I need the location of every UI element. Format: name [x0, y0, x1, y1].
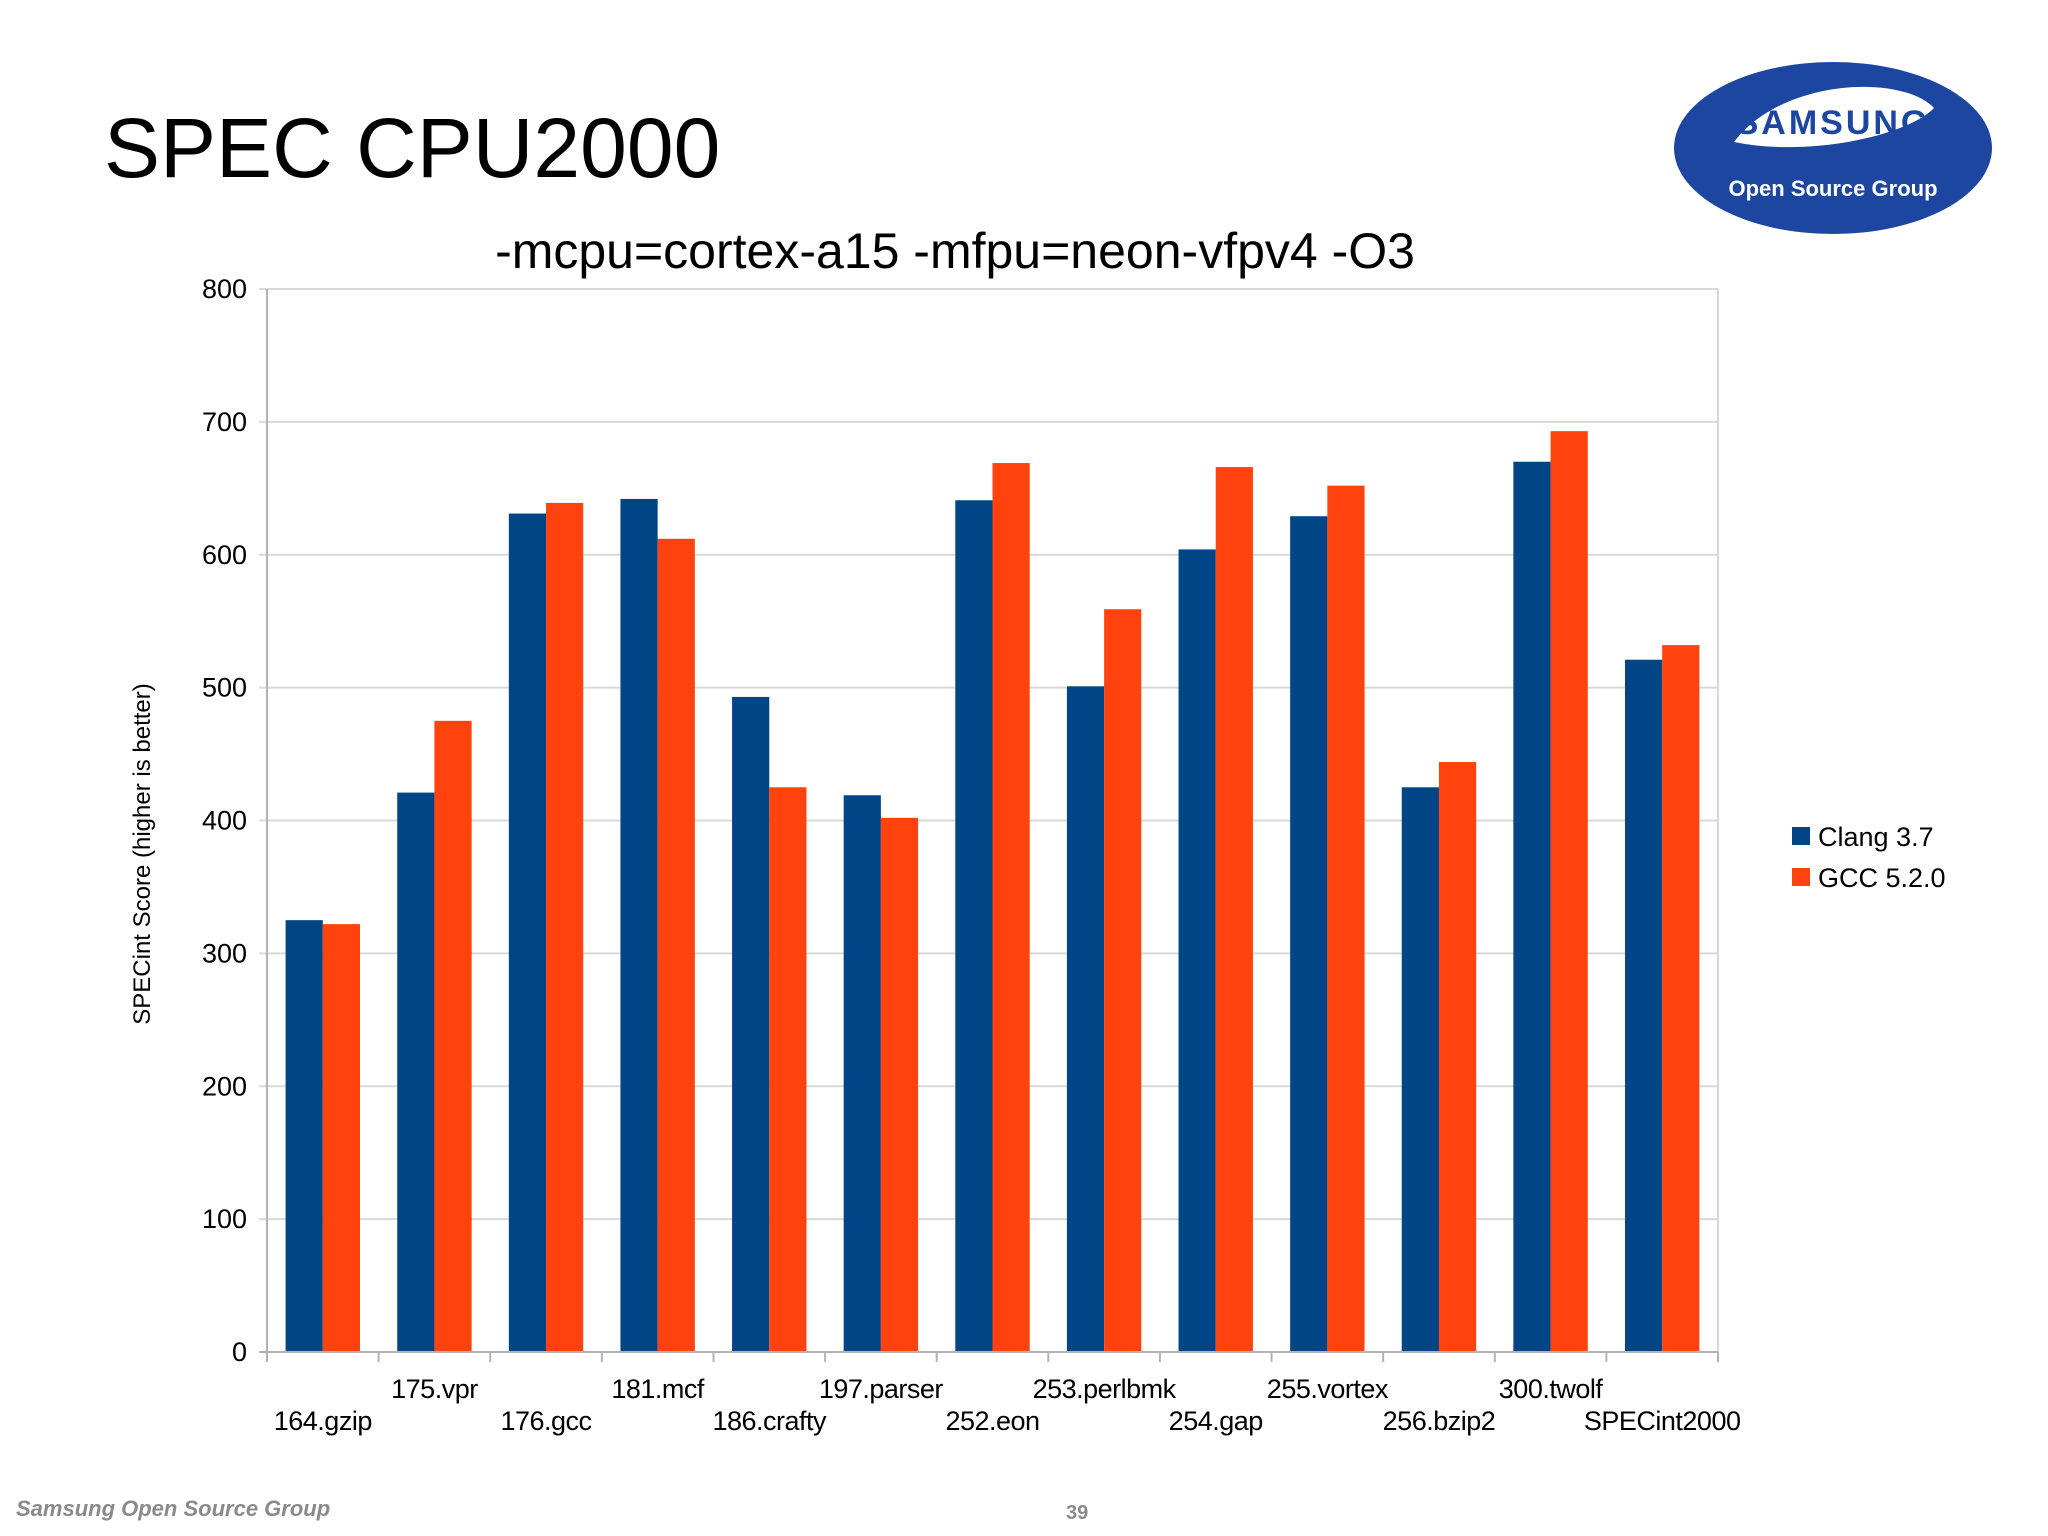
x-tick-label: 253.perlbmk: [1033, 1374, 1177, 1404]
y-tick-label: 600: [202, 540, 247, 570]
legend: Clang 3.7 GCC 5.2.0: [1792, 822, 1946, 893]
bar-clang: [1513, 461, 1551, 1352]
bar-gcc: [434, 720, 472, 1352]
y-tick-label: 100: [202, 1204, 247, 1234]
x-tick-label: 255.vortex: [1267, 1374, 1389, 1404]
bar-clang: [1624, 659, 1663, 1352]
bar-gcc: [1438, 762, 1477, 1352]
bar-clang: [1290, 516, 1328, 1352]
legend-label-gcc: GCC 5.2.0: [1818, 863, 1946, 893]
y-tick-label: 800: [202, 274, 247, 304]
bars: [285, 431, 1700, 1353]
x-tick-label: 197.parser: [819, 1374, 944, 1404]
x-tick-label: 181.mcf: [611, 1374, 705, 1404]
x-tick-label: 186.crafty: [712, 1406, 827, 1436]
bar-clang: [955, 500, 993, 1352]
bar-gcc: [769, 787, 807, 1352]
y-tick-labels: 0 100 200 300 400 500 600 700 800: [202, 274, 247, 1367]
y-tick-label: 500: [202, 673, 247, 703]
x-tick-label: 252.eon: [945, 1406, 1039, 1436]
x-tick-label: 254.gap: [1169, 1406, 1263, 1436]
bar-clang: [508, 513, 547, 1352]
y-tick-label: 700: [202, 407, 247, 437]
legend-label-clang: Clang 3.7: [1818, 822, 1934, 852]
x-tick-labels: 164.gzip 175.vpr 176.gcc 181.mcf186.crafty1…: [274, 1374, 1741, 1436]
chart-title: -mcpu=cortex-a15 -mfpu=neon-vfpv4 -O3: [495, 223, 1415, 279]
x-tick-label: 164.gzip: [274, 1406, 372, 1436]
logo-band: [1734, 86, 1934, 148]
bar-clang: [1401, 787, 1439, 1352]
y-tick-label: 200: [202, 1071, 247, 1101]
bar-clang: [1066, 686, 1105, 1352]
bar-gcc: [657, 538, 695, 1352]
bar-clang: [285, 920, 323, 1352]
y-tick-label: 300: [202, 938, 247, 968]
samsung-open-source-group-logo: SAMSUNG Open Source Group: [1674, 62, 1992, 234]
footer-brand: Samsung Open Source Group: [16, 1496, 331, 1521]
y-axis-label: SPECint Score (higher is better): [129, 683, 156, 1024]
bar-gcc: [1327, 485, 1365, 1352]
x-tick-label: 256.bzip2: [1383, 1406, 1496, 1436]
slide-title: SPEC CPU2000: [104, 101, 721, 195]
bar-gcc: [322, 924, 361, 1352]
bar-clang: [620, 498, 658, 1352]
bar-gcc: [1215, 467, 1253, 1352]
bar-clang: [397, 792, 435, 1352]
bar-gcc: [880, 817, 919, 1352]
logo-wordmark: SAMSUNG: [1736, 104, 1931, 142]
y-tick-label: 400: [202, 806, 247, 836]
x-tick-label: 300.twolf: [1499, 1374, 1604, 1404]
x-tick-label: 176.gcc: [500, 1406, 591, 1436]
legend-swatch-clang: [1792, 827, 1810, 845]
page-number: 39: [1066, 1502, 1089, 1524]
x-tick-label: SPECint2000: [1584, 1406, 1741, 1436]
y-tick-label: 0: [232, 1337, 247, 1367]
bar-clang: [843, 795, 881, 1352]
bar-gcc: [992, 463, 1030, 1352]
legend-swatch-gcc: [1792, 868, 1810, 886]
logo-tagline: Open Source Group: [1728, 176, 1937, 201]
bar-clang: [732, 696, 770, 1352]
bar-gcc: [1550, 431, 1588, 1352]
axes: [259, 289, 1719, 1362]
bar-gcc: [1104, 609, 1142, 1352]
x-tick-label: 175.vpr: [391, 1374, 478, 1404]
bar-gcc: [546, 502, 584, 1353]
bar-gcc: [1662, 645, 1700, 1352]
bar-clang: [1178, 549, 1216, 1352]
